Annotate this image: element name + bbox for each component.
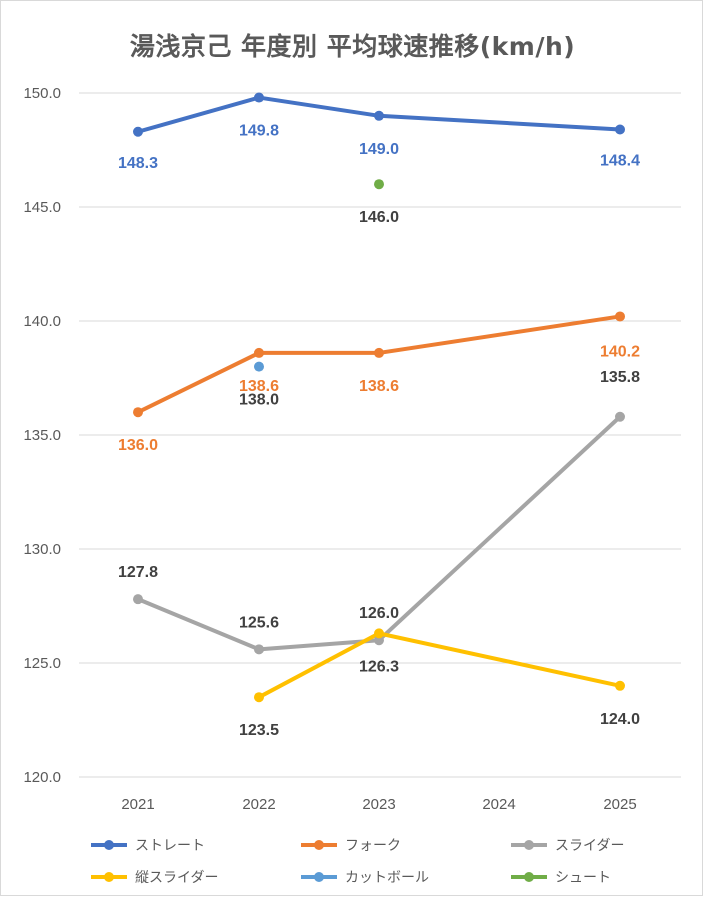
y-tick-label: 125.0 bbox=[23, 655, 61, 672]
data-label: 123.5 bbox=[239, 722, 279, 739]
data-label: 138.6 bbox=[239, 378, 279, 395]
legend-item: ストレート bbox=[89, 833, 205, 857]
x-tick-label: 2023 bbox=[362, 796, 395, 813]
data-point-1-4 bbox=[615, 311, 625, 322]
data-point-0-0 bbox=[133, 126, 143, 137]
x-tick-label: 2021 bbox=[121, 796, 154, 813]
legend-label: スライダー bbox=[555, 838, 625, 854]
data-point-2-2 bbox=[374, 635, 384, 646]
legend-label: 縦スライダー bbox=[135, 870, 219, 886]
series-line-0 bbox=[136, 95, 261, 134]
legend: ストレート フォーク スライダー縦スライダー カットボール シュート bbox=[1, 829, 703, 897]
series-line-3 bbox=[257, 631, 381, 700]
y-tick-label: 145.0 bbox=[23, 199, 61, 216]
plot-area: 120.0 125.0 130.0 135.0 140.0 145.0 150.0 2021… bbox=[23, 85, 681, 813]
legend-marker bbox=[91, 872, 127, 882]
legend-marker bbox=[301, 840, 337, 850]
data-label: 125.6 bbox=[239, 614, 279, 631]
legend-label: ストレート bbox=[135, 838, 205, 854]
data-point-2-4 bbox=[615, 411, 625, 422]
data-label: 140.2 bbox=[600, 343, 640, 360]
data-point-1-0 bbox=[133, 407, 143, 418]
series-line-0 bbox=[377, 113, 622, 132]
legend-item: フォーク bbox=[299, 833, 401, 857]
data-label: 149.0 bbox=[359, 141, 399, 158]
series-line-2 bbox=[377, 414, 622, 643]
data-point-3-2 bbox=[374, 628, 384, 639]
y-tick-label: 140.0 bbox=[23, 313, 61, 330]
data-point-0-4 bbox=[615, 124, 625, 135]
y-tick-label: 135.0 bbox=[23, 427, 61, 444]
data-point-3-1 bbox=[254, 692, 264, 703]
series-line-2 bbox=[257, 638, 381, 652]
series-line-1 bbox=[377, 314, 622, 355]
series-line-2 bbox=[136, 597, 261, 652]
series-line-3 bbox=[377, 631, 622, 688]
legend-marker bbox=[301, 872, 337, 882]
data-point-1-1 bbox=[254, 347, 264, 358]
chart-title: 湯浅京己 年度別 平均球速推移(km/h) bbox=[129, 32, 576, 61]
legend-label: フォーク bbox=[345, 838, 401, 854]
data-label: 148.4 bbox=[600, 152, 640, 169]
y-tick-label: 130.0 bbox=[23, 541, 61, 558]
data-point-2-0 bbox=[133, 594, 143, 605]
legend-item: シュート bbox=[509, 865, 611, 889]
data-label: 136.0 bbox=[118, 437, 158, 454]
legend-marker bbox=[511, 840, 547, 850]
data-label: 146.0 bbox=[359, 209, 399, 226]
data-point-4-1 bbox=[254, 361, 264, 372]
y-tick-label: 150.0 bbox=[23, 85, 61, 102]
data-label: 127.8 bbox=[118, 564, 158, 581]
legend-marker bbox=[511, 872, 547, 882]
data-point-0-2 bbox=[374, 110, 384, 121]
x-tick-label: 2022 bbox=[242, 796, 275, 813]
data-label: 149.8 bbox=[239, 123, 279, 140]
data-point-3-4 bbox=[615, 680, 625, 691]
data-label: 124.0 bbox=[600, 711, 640, 728]
data-point-2-1 bbox=[254, 644, 264, 655]
y-tick-label: 120.0 bbox=[23, 769, 61, 786]
series-line-1 bbox=[136, 350, 261, 415]
legend-item: 縦スライダー bbox=[89, 865, 218, 889]
legend-marker bbox=[91, 840, 127, 850]
data-label: 126.3 bbox=[359, 658, 399, 675]
data-label: 148.3 bbox=[118, 155, 158, 172]
data-point-5-2 bbox=[374, 179, 384, 190]
data-label: 138.0 bbox=[239, 392, 279, 409]
legend-item: スライダー bbox=[509, 833, 624, 857]
series-line-0 bbox=[257, 95, 381, 118]
x-tick-label: 2024 bbox=[482, 796, 515, 813]
data-label: 126.0 bbox=[359, 605, 399, 622]
x-tick-label: 2025 bbox=[603, 796, 636, 813]
data-label: 135.8 bbox=[600, 369, 640, 386]
legend-label: シュート bbox=[555, 870, 611, 886]
data-point-0-1 bbox=[254, 92, 264, 103]
data-point-1-2 bbox=[374, 347, 384, 358]
legend-label: カットボール bbox=[345, 870, 429, 886]
legend-item: カットボール bbox=[299, 865, 429, 889]
data-label: 138.6 bbox=[359, 378, 399, 395]
